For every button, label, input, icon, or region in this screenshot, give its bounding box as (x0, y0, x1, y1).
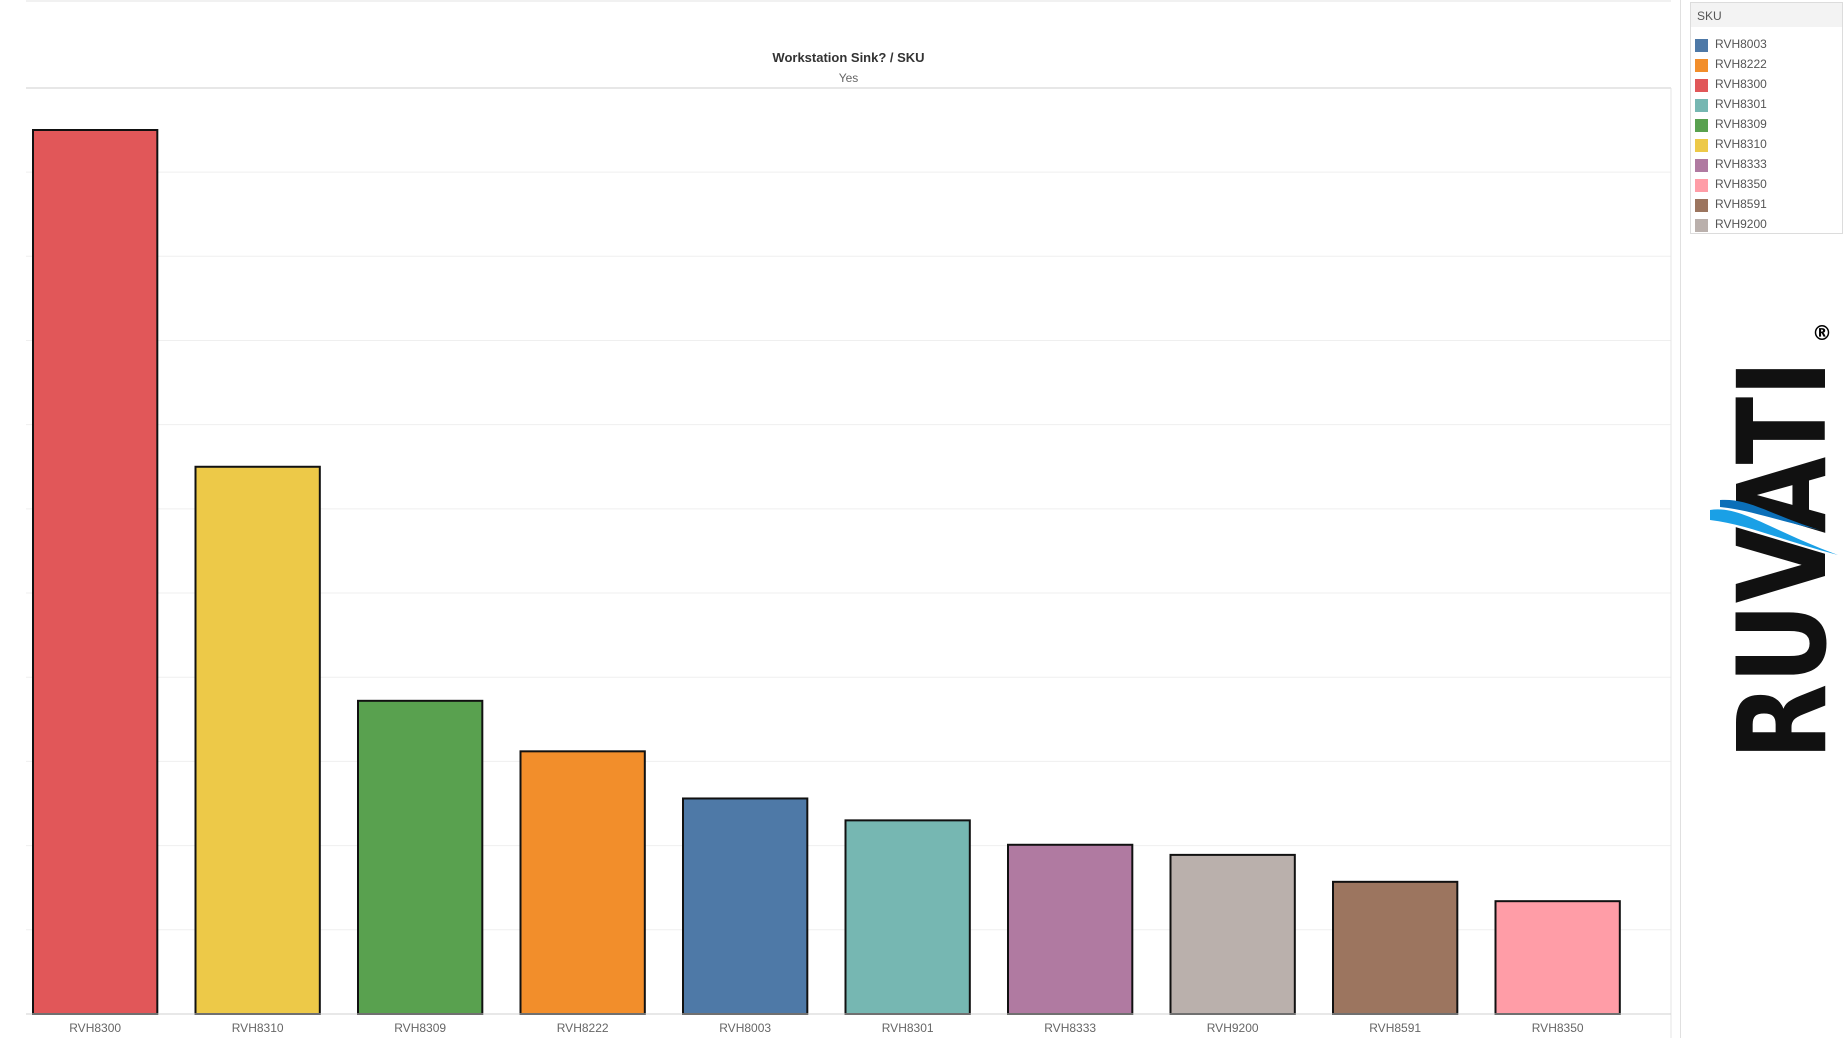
x-tick-label: RVH8310 (232, 1021, 284, 1035)
bar-rvh8350 (1494, 900, 1621, 1015)
legend-swatch (1695, 79, 1708, 92)
panel-divider (1680, 0, 1681, 1038)
x-tick-label: RVH9200 (1207, 1021, 1259, 1035)
legend-label: RVH8003 (1715, 37, 1767, 51)
bar-rvh9200 (1169, 853, 1296, 1015)
chart-title: Workstation Sink? / SKU (772, 50, 925, 65)
legend-swatch (1695, 59, 1708, 72)
legend-item[interactable]: RVH8300 (1695, 75, 1840, 95)
legend-item[interactable]: RVH9200 (1695, 215, 1840, 235)
legend-label: RVH8350 (1715, 177, 1767, 191)
legend-item[interactable]: RVH8222 (1695, 55, 1840, 75)
legend-item[interactable]: RVH8333 (1695, 155, 1840, 175)
bar-rvh8222 (519, 750, 646, 1016)
legend-swatch (1695, 39, 1708, 52)
legend-label: RVH8300 (1715, 77, 1767, 91)
x-tick-label: RVH8591 (1369, 1021, 1421, 1035)
legend-swatch (1695, 199, 1708, 212)
legend-label: RVH9200 (1715, 217, 1767, 231)
bar-rvh8333 (1007, 843, 1134, 1016)
bar-rvh8003 (682, 797, 809, 1015)
legend-swatch (1695, 139, 1708, 152)
legend-label: RVH8310 (1715, 137, 1767, 151)
legend-swatch (1695, 99, 1708, 112)
legend-item[interactable]: RVH8309 (1695, 115, 1840, 135)
legend-swatch (1695, 179, 1708, 192)
chart-area: Workstation Sink? / SKU Yes RVH8300 RVH83… (26, 0, 1672, 1038)
legend-title: SKU (1691, 3, 1842, 27)
legend-swatch (1695, 219, 1708, 232)
bar-rvh8301 (844, 819, 971, 1015)
legend-item[interactable]: RVH8591 (1695, 195, 1840, 215)
bar-rvh8591 (1332, 880, 1459, 1015)
brand-logo: ® RUVATI (1710, 321, 1838, 760)
legend-swatch (1695, 159, 1708, 172)
legend-label: RVH8591 (1715, 197, 1767, 211)
bar-rvh8309 (357, 699, 484, 1015)
legend: SKU RVH8003 RVH8222 RVH8300 RVH8301 RVH8309 R… (1690, 2, 1843, 234)
chart-subtitle: Yes (838, 71, 859, 85)
x-tick-label: RVH8350 (1532, 1021, 1584, 1035)
x-tick-label: RVH8301 (882, 1021, 934, 1035)
logo-registered-mark: ® (1812, 321, 1832, 345)
legend-item[interactable]: RVH8301 (1695, 95, 1840, 115)
legend-label: RVH8333 (1715, 157, 1767, 171)
bar-rvh8310 (194, 465, 321, 1015)
logo-wave-icon (1710, 509, 1838, 555)
legend-swatch (1695, 119, 1708, 132)
x-tick-label: RVH8003 (719, 1021, 771, 1035)
legend-label: RVH8301 (1715, 97, 1767, 111)
legend-label: RVH8222 (1715, 57, 1767, 71)
bar-rvh8300 (32, 129, 159, 1015)
logo-wordmark: RUVATI (1712, 360, 1838, 760)
bar-chart: RVH8300 RVH8310 RVH8309 RVH8222 RVH8003 RVH83… (26, 0, 1672, 1038)
x-tick-label: RVH8222 (557, 1021, 609, 1035)
x-tick-label: RVH8309 (394, 1021, 446, 1035)
legend-item[interactable]: RVH8310 (1695, 135, 1840, 155)
x-tick-label: RVH8333 (1044, 1021, 1096, 1035)
legend-item[interactable]: RVH8003 (1695, 35, 1840, 55)
legend-item[interactable]: RVH8350 (1695, 175, 1840, 195)
x-tick-label: RVH8300 (69, 1021, 121, 1035)
legend-label: RVH8309 (1715, 117, 1767, 131)
